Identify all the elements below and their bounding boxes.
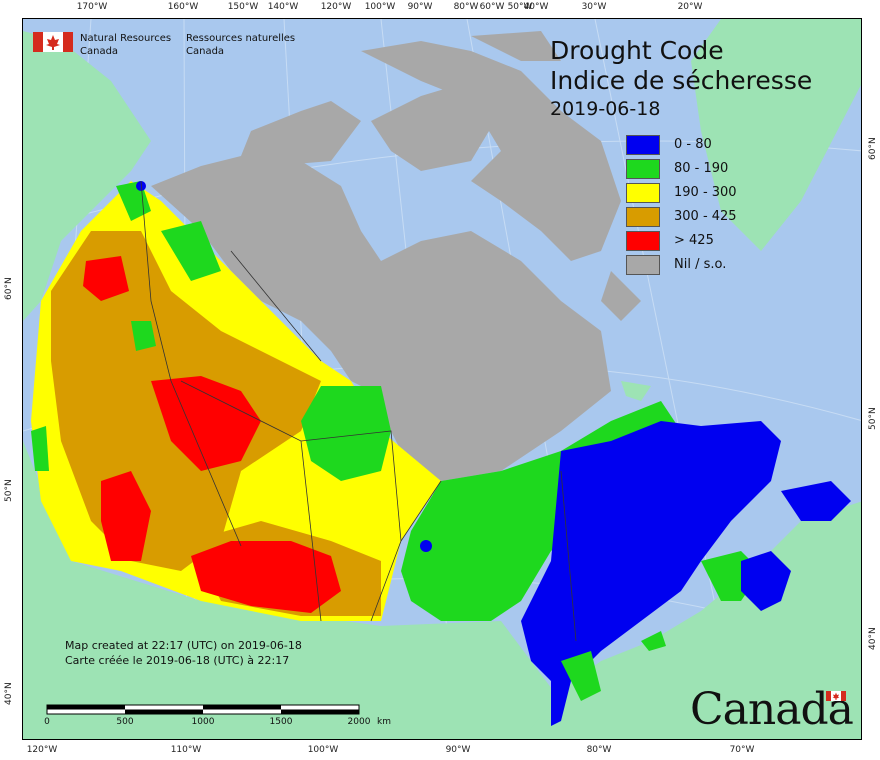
- graticule-label: 20°W: [677, 2, 703, 12]
- creation-note-fr: Carte créée le 2019-06-18 (UTC) à 22:17: [65, 654, 290, 667]
- map-title-en: Drought Code: [550, 36, 724, 65]
- graticule-label: 110°W: [170, 745, 202, 755]
- graticule-label: 40°N: [4, 682, 14, 705]
- graticule-label: 120°W: [320, 2, 352, 12]
- graticule-label: 80°W: [586, 745, 612, 755]
- legend-swatch: [626, 231, 660, 251]
- provincial-boundaries: [140, 180, 577, 642]
- agency-name-en: Natural Resources Canada: [80, 32, 171, 58]
- map-date: 2019-06-18: [550, 98, 661, 120]
- nil-region: [151, 31, 641, 481]
- graticule-label: 50°W: [507, 2, 533, 12]
- creation-note: Map created at 22:17 (UTC) on 2019-06-18…: [65, 638, 302, 668]
- legend-swatch: [626, 207, 660, 227]
- drought-east: [401, 401, 851, 726]
- graticule-label: 30°W: [581, 2, 607, 12]
- graticule-label: 140°W: [267, 2, 299, 12]
- graticule-label: 50°N: [4, 479, 14, 502]
- graticule-label: 90°W: [445, 745, 471, 755]
- map-title-fr: Indice de sécheresse: [550, 66, 813, 95]
- legend-swatch: [626, 183, 660, 203]
- legend-label: Nil / s.o.: [674, 257, 727, 272]
- graticule-label: 40°N: [868, 627, 878, 650]
- graticule-label: 100°W: [307, 745, 339, 755]
- legend-item: > 425: [626, 231, 826, 251]
- legend-item: 300 - 425: [626, 207, 826, 227]
- agency-en-line2: Canada: [80, 46, 119, 57]
- graticule-label: 60°N: [4, 277, 14, 300]
- graticule-label: 50°N: [868, 407, 878, 430]
- legend-label: > 425: [674, 233, 714, 248]
- graticule-label: 60°W: [479, 2, 505, 12]
- graticule-label: 100°W: [364, 2, 396, 12]
- scale-label: 500: [116, 717, 134, 727]
- agency-fr-line1: Ressources naturelles: [186, 33, 296, 44]
- legend-swatch: [626, 159, 660, 179]
- scale-label: 1000: [191, 717, 215, 727]
- legend-label: 300 - 425: [674, 209, 737, 224]
- legend-item: Nil / s.o.: [626, 255, 826, 275]
- wordmark-flag-icon: [826, 691, 846, 701]
- canada-flag-icon: [33, 32, 73, 52]
- graticule-label: 120°W: [26, 745, 58, 755]
- graticule-label: 40°W: [523, 2, 549, 12]
- legend-label: 80 - 190: [674, 161, 729, 176]
- graticule-label: 170°W: [76, 2, 108, 12]
- drought-west: [31, 181, 441, 621]
- graticule-label: 70°W: [729, 745, 755, 755]
- graticule-label: 150°W: [227, 2, 259, 12]
- scale-unit: km: [377, 717, 391, 727]
- map-frame: [22, 18, 862, 740]
- scale-label: 0: [44, 717, 50, 727]
- scale-label: 1500: [269, 717, 293, 727]
- graticule-label: 160°W: [167, 2, 199, 12]
- agency-name-fr: Ressources naturelles Canada: [186, 32, 295, 58]
- legend-item: 190 - 300: [626, 183, 826, 203]
- legend-swatch: [626, 135, 660, 155]
- scale-bar: [46, 704, 360, 715]
- legend-swatch: [626, 255, 660, 275]
- scale-label: 2000: [347, 717, 371, 727]
- graticule-label: 80°W: [453, 2, 479, 12]
- agency-fr-line2: Canada: [186, 46, 225, 57]
- legend-item: 80 - 190: [626, 159, 826, 179]
- graticule-label: 90°W: [407, 2, 433, 12]
- legend-label: 190 - 300: [674, 185, 737, 200]
- map-canvas: [23, 19, 861, 739]
- creation-note-en: Map created at 22:17 (UTC) on 2019-06-18: [65, 639, 302, 652]
- graticule-label: 60°N: [868, 137, 878, 160]
- agency-en-line1: Natural Resources: [80, 33, 172, 44]
- legend-label: 0 - 80: [674, 137, 712, 152]
- legend-item: 0 - 80: [626, 135, 826, 155]
